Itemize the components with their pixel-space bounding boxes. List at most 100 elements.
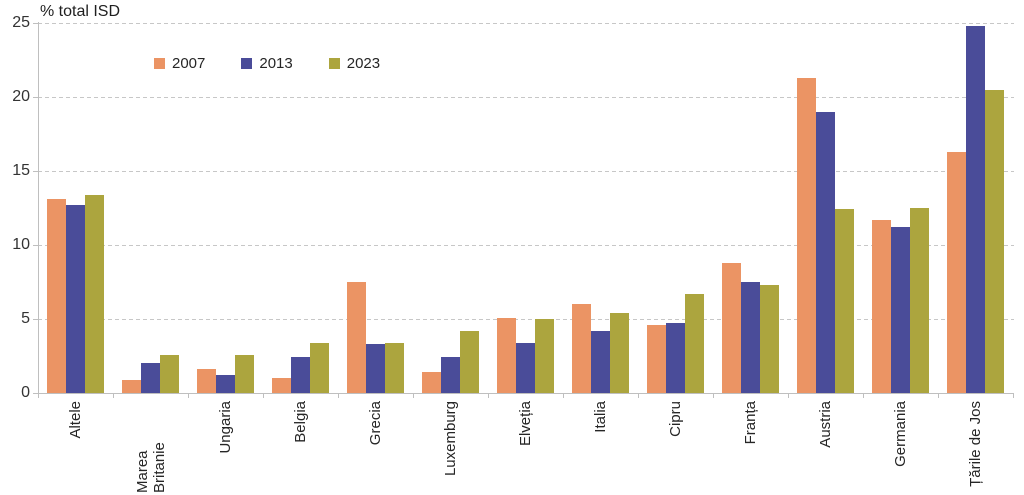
x-axis-label-cell: Elveția bbox=[488, 398, 563, 493]
y-axis-tick-label: 5 bbox=[21, 310, 30, 327]
y-axis-tick-mark bbox=[33, 97, 38, 98]
x-axis-label-cell: Austria bbox=[788, 398, 863, 493]
bar-2007-6 bbox=[422, 372, 441, 393]
bar-2023-2 bbox=[160, 354, 179, 393]
x-axis-tick-mark bbox=[863, 393, 864, 398]
legend-swatch-icon bbox=[241, 58, 253, 69]
x-axis-label-cell: Belgia bbox=[263, 398, 338, 493]
x-axis-label: Italia bbox=[592, 401, 609, 433]
x-axis-label: Grecia bbox=[367, 401, 384, 446]
x-axis-label-cell: Italia bbox=[563, 398, 638, 493]
bar-2023-1 bbox=[85, 194, 104, 393]
y-axis-tick-label: 20 bbox=[12, 88, 30, 105]
x-axis-label: Țările de Jos bbox=[967, 401, 984, 487]
x-axis-tick-mark bbox=[1013, 393, 1014, 398]
y-axis-tick-label: 25 bbox=[12, 14, 30, 31]
bar-2013-1 bbox=[66, 205, 85, 393]
bar-2023-13 bbox=[985, 89, 1004, 393]
bar-2023-12 bbox=[910, 208, 929, 393]
bar-2013-13 bbox=[966, 25, 985, 393]
bar-2013-7 bbox=[516, 342, 535, 393]
bar-2007-1 bbox=[47, 199, 66, 393]
x-axis-label: Luxemburg bbox=[442, 401, 459, 477]
bar-2007-10 bbox=[722, 262, 741, 393]
x-axis-label: Franța bbox=[742, 401, 759, 445]
bar-2007-4 bbox=[272, 378, 291, 393]
x-axis-tick-mark bbox=[563, 393, 564, 398]
x-axis-label-cell: Marea Britanie bbox=[113, 398, 188, 493]
x-axis-tick-mark bbox=[413, 393, 414, 398]
bar-2007-11 bbox=[797, 77, 816, 393]
y-axis-line bbox=[38, 22, 39, 393]
gridline-5 bbox=[38, 319, 1014, 320]
bar-2023-3 bbox=[235, 354, 254, 393]
bar-2007-7 bbox=[497, 317, 516, 393]
x-axis-label-cell: Germania bbox=[863, 398, 938, 493]
bar-2007-3 bbox=[197, 369, 216, 393]
x-axis-label: Elveția bbox=[517, 401, 534, 447]
legend-item-2013: 2013 bbox=[241, 55, 293, 72]
legend-label: 2023 bbox=[346, 55, 381, 72]
x-axis-label-cell: Altele bbox=[38, 398, 113, 493]
gridline-20 bbox=[38, 97, 1014, 98]
gridline-15 bbox=[38, 171, 1014, 172]
x-axis-tick-mark bbox=[38, 393, 39, 398]
x-axis-tick-mark bbox=[638, 393, 639, 398]
y-axis-tick-label: 10 bbox=[12, 236, 30, 253]
y-axis-tick-mark bbox=[33, 245, 38, 246]
x-axis-label: Marea Britanie bbox=[133, 442, 168, 493]
bar-2013-9 bbox=[666, 323, 685, 393]
x-axis-label: Austria bbox=[817, 401, 834, 448]
x-axis-tick-mark bbox=[188, 393, 189, 398]
x-axis-label: Belgia bbox=[292, 401, 309, 443]
bar-2013-6 bbox=[441, 357, 460, 393]
legend: 2007 2013 2023 bbox=[154, 55, 380, 72]
x-axis-tick-mark bbox=[113, 393, 114, 398]
x-axis-tick-mark bbox=[338, 393, 339, 398]
bar-2007-12 bbox=[872, 219, 891, 393]
x-axis-line bbox=[38, 393, 1014, 394]
legend-label: 2007 bbox=[172, 55, 206, 72]
x-axis-tick-mark bbox=[938, 393, 939, 398]
y-axis-tick-mark bbox=[33, 23, 38, 24]
x-axis-tick-mark bbox=[713, 393, 714, 398]
x-axis-label-cell: Grecia bbox=[338, 398, 413, 493]
bar-2007-5 bbox=[347, 282, 366, 393]
x-axis-label-cell: Franța bbox=[713, 398, 788, 493]
legend-swatch-icon bbox=[154, 58, 165, 69]
legend-item-2007: 2007 bbox=[154, 55, 205, 72]
gridline-25 bbox=[38, 23, 1014, 24]
x-axis-label: Altele bbox=[67, 401, 84, 439]
y-axis-tick-label: 15 bbox=[12, 162, 30, 179]
bar-2013-8 bbox=[591, 330, 610, 393]
bar-2013-10 bbox=[741, 282, 760, 393]
bar-2007-2 bbox=[122, 379, 141, 393]
bar-2023-8 bbox=[610, 313, 629, 393]
x-axis-tick-mark bbox=[488, 393, 489, 398]
legend-item-2023: 2023 bbox=[328, 55, 381, 72]
bar-2007-8 bbox=[572, 304, 591, 393]
y-axis-tick-label: 0 bbox=[21, 384, 30, 401]
x-axis-label: Germania bbox=[892, 401, 909, 467]
bar-2023-9 bbox=[685, 293, 704, 393]
chart-title: % total ISD bbox=[40, 3, 121, 20]
bar-2013-11 bbox=[816, 111, 835, 393]
x-axis-label-cell: Luxemburg bbox=[413, 398, 488, 493]
x-axis-label-cell: Cipru bbox=[638, 398, 713, 493]
bar-2023-10 bbox=[760, 284, 779, 393]
bar-2007-13 bbox=[947, 151, 966, 393]
gridline-10 bbox=[38, 245, 1014, 246]
x-axis-label-cell: Ungaria bbox=[188, 398, 263, 493]
bar-2013-3 bbox=[216, 375, 235, 393]
y-axis-tick-mark bbox=[33, 393, 38, 394]
x-axis-tick-mark bbox=[263, 393, 264, 398]
bar-2023-7 bbox=[535, 319, 554, 393]
legend-label: 2013 bbox=[259, 55, 293, 72]
x-axis-tick-mark bbox=[788, 393, 789, 398]
bar-2013-4 bbox=[291, 357, 310, 393]
x-axis-label: Cipru bbox=[667, 401, 684, 437]
bar-2013-2 bbox=[141, 363, 160, 393]
y-axis-tick-mark bbox=[33, 319, 38, 320]
bar-2013-5 bbox=[366, 344, 385, 393]
